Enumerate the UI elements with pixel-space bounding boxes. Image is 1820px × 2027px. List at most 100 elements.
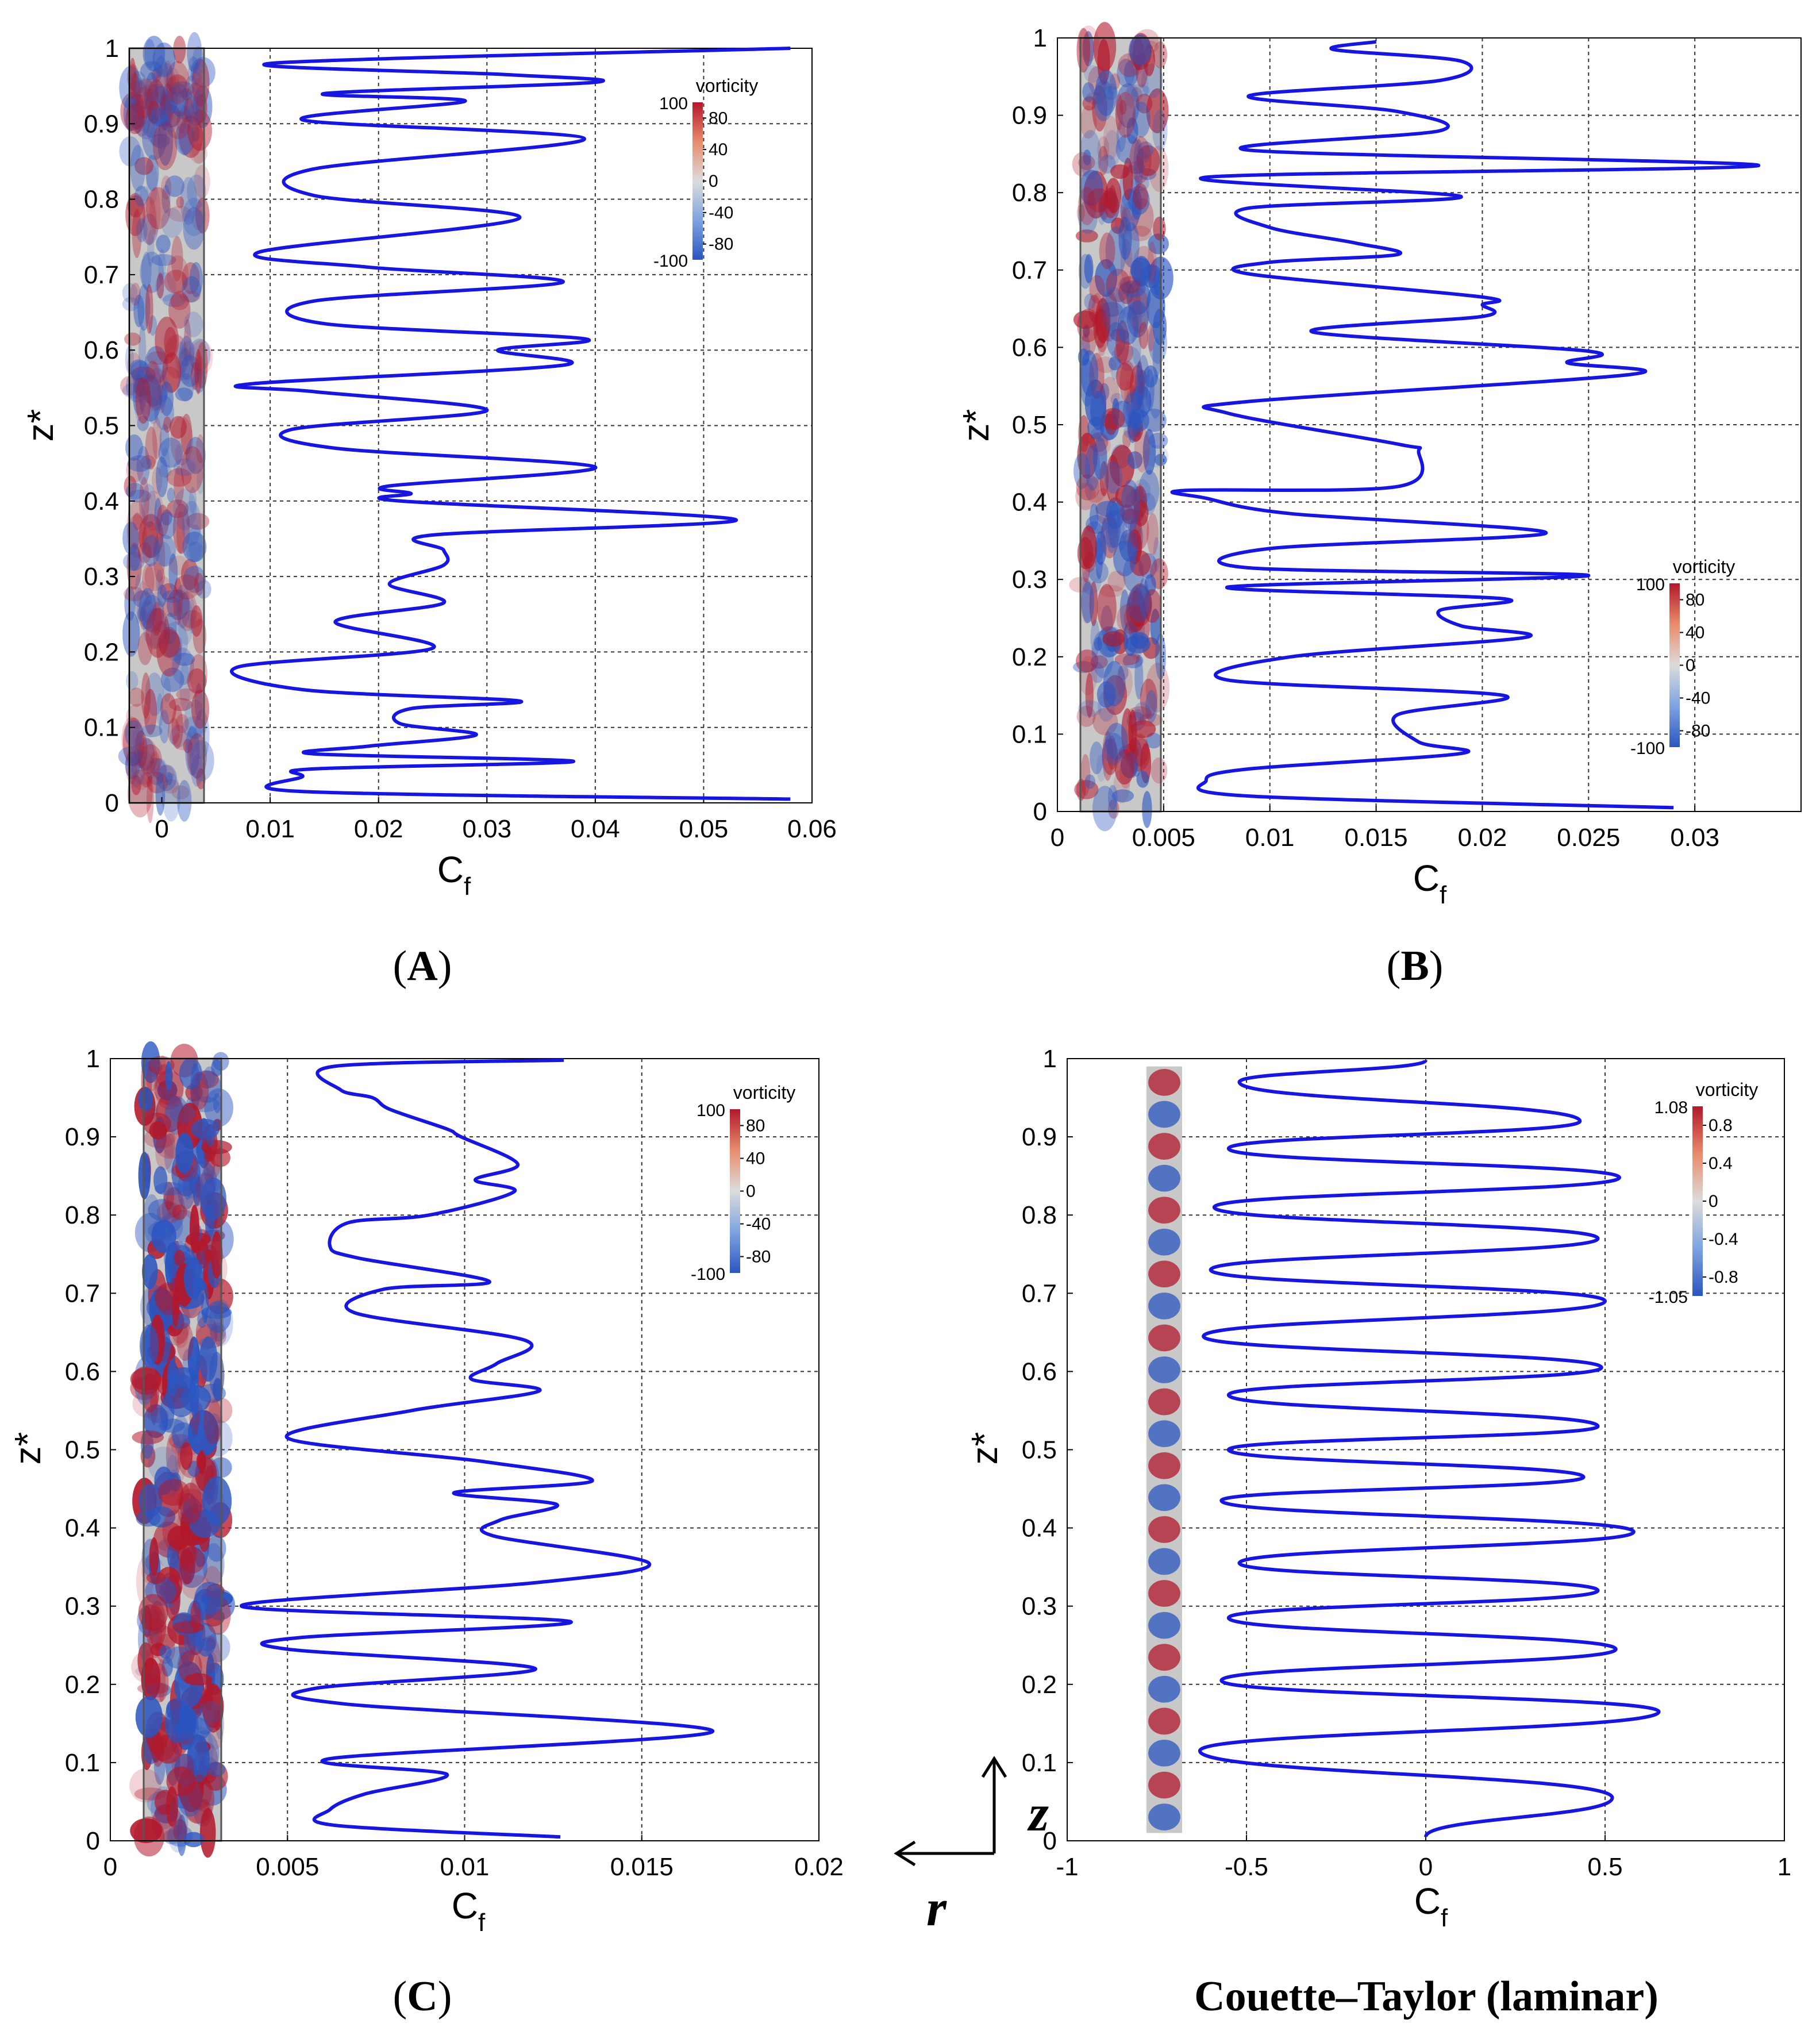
vorticity-blob bbox=[1092, 437, 1107, 480]
vorticity-blob bbox=[137, 632, 153, 666]
vorticity-blob bbox=[157, 576, 171, 598]
vorticity-blob bbox=[1095, 309, 1110, 353]
vorticity-blob bbox=[194, 1648, 217, 1675]
vorticity-blob bbox=[182, 1177, 202, 1199]
x-axis-label: Cf bbox=[437, 849, 471, 901]
vorticity-blob bbox=[188, 56, 199, 72]
y-tick-label: 0.9 bbox=[84, 110, 119, 138]
colorbar-tick-label: 0.4 bbox=[1709, 1154, 1733, 1173]
vorticity-blob bbox=[157, 584, 167, 607]
vorticity-blob bbox=[1123, 425, 1137, 439]
axes-direction-indicator: z r bbox=[894, 1756, 1049, 1937]
vorticity-blob bbox=[137, 542, 152, 564]
vorticity-blob bbox=[198, 1701, 224, 1724]
panel-caption: (A) bbox=[393, 943, 452, 990]
vorticity-blob bbox=[201, 1306, 232, 1319]
vorticity-blob bbox=[129, 71, 147, 94]
vorticity-blob bbox=[1089, 275, 1105, 303]
vorticity-blob bbox=[1130, 632, 1149, 649]
vorticity-blob bbox=[1091, 293, 1103, 336]
cf-curve bbox=[230, 47, 791, 801]
vorticity-blob bbox=[170, 293, 189, 310]
y-axis-label: z* bbox=[955, 409, 996, 442]
panel-caption: Couette–Taylor (laminar) bbox=[1194, 1973, 1659, 2020]
colorbar-tick-label: -80 bbox=[746, 1248, 771, 1267]
vorticity-blob bbox=[178, 115, 203, 158]
vorticity-blob bbox=[145, 361, 164, 412]
y-tick-label: 0.5 bbox=[84, 412, 119, 440]
vorticity-blob bbox=[135, 113, 157, 140]
vorticity-blob bbox=[141, 483, 157, 528]
vorticity-blob bbox=[1080, 568, 1102, 595]
vorticity-blob bbox=[167, 589, 190, 620]
vorticity-blob bbox=[118, 746, 143, 766]
vorticity-blob bbox=[182, 197, 206, 237]
vorticity-blob bbox=[1123, 605, 1145, 633]
vorticity-blob bbox=[1133, 183, 1149, 210]
y-tick-label: 0.2 bbox=[1022, 1671, 1057, 1699]
vorticity-blob bbox=[157, 374, 167, 414]
vorticity-blob bbox=[146, 1572, 166, 1584]
vorticity-blob bbox=[164, 1707, 197, 1742]
vorticity-blob bbox=[206, 1636, 216, 1650]
vorticity-blob bbox=[127, 455, 152, 472]
vorticity-blob bbox=[1109, 184, 1117, 213]
vorticity-blob bbox=[167, 74, 187, 95]
vorticity-blob bbox=[168, 718, 180, 745]
vorticity-blob bbox=[191, 362, 199, 390]
vorticity-blob bbox=[1110, 164, 1130, 179]
vorticity-blob bbox=[138, 1087, 153, 1111]
vorticity-blob bbox=[154, 395, 175, 430]
vorticity-blob bbox=[1143, 589, 1162, 623]
vorticity-blob bbox=[141, 672, 151, 719]
vorticity-blob bbox=[1146, 88, 1169, 133]
vorticity-blob bbox=[1121, 280, 1146, 298]
vorticity-blob bbox=[144, 1128, 176, 1149]
vorticity-blob bbox=[164, 270, 188, 294]
y-tick-label: 0.9 bbox=[1022, 1123, 1057, 1151]
vorticity-blob bbox=[188, 339, 211, 371]
vorticity-blob bbox=[134, 78, 158, 109]
vorticity-blob bbox=[183, 319, 191, 367]
vorticity-blob bbox=[180, 446, 204, 493]
vorticity-blob bbox=[1137, 141, 1153, 159]
vorticity-blob bbox=[198, 1799, 210, 1812]
vorticity-blob bbox=[130, 360, 151, 384]
vorticity-blob bbox=[137, 607, 146, 621]
vorticity-blob bbox=[151, 1731, 164, 1767]
vorticity-blob bbox=[172, 503, 190, 554]
vorticity-blob bbox=[154, 765, 175, 783]
vorticity-blob bbox=[130, 1818, 163, 1844]
vorticity-blob bbox=[1115, 484, 1138, 508]
taylor-vortex-cell bbox=[1148, 1164, 1180, 1192]
vorticity-blob bbox=[1073, 310, 1098, 329]
vorticity-blob bbox=[194, 683, 203, 721]
vorticity-blob bbox=[1134, 702, 1151, 721]
y-tick-label: 0.7 bbox=[1022, 1279, 1057, 1307]
vorticity-blob bbox=[187, 668, 207, 694]
vorticity-blob bbox=[167, 499, 189, 518]
vorticity-blob bbox=[142, 521, 159, 558]
vorticity-blob bbox=[187, 110, 212, 151]
vorticity-blob bbox=[137, 363, 146, 398]
colorbar-gradient bbox=[1692, 1106, 1703, 1296]
x-tick-labels: 0 0.005 0.01 0.015 0.02 bbox=[103, 1835, 844, 1881]
vorticity-blob bbox=[1104, 289, 1118, 337]
taylor-vortex-cell bbox=[1148, 1133, 1180, 1160]
y-tick-label: 0.4 bbox=[1022, 1514, 1057, 1543]
vorticity-blob bbox=[146, 1682, 171, 1698]
vorticity-blob bbox=[1102, 631, 1125, 647]
vorticity-blob bbox=[1128, 186, 1150, 215]
vorticity-blob bbox=[163, 677, 171, 703]
vorticity-blob bbox=[163, 1182, 175, 1210]
y-tick-label: 1 bbox=[1033, 24, 1047, 52]
vorticity-blob bbox=[142, 373, 154, 386]
taylor-vortex-cell bbox=[1148, 1324, 1180, 1352]
vorticity-blob bbox=[1084, 476, 1106, 503]
colorbar-tick-label: 0 bbox=[709, 172, 718, 191]
vorticity-blob bbox=[126, 514, 148, 558]
vorticity-blob bbox=[163, 621, 188, 661]
vorticity-blob bbox=[166, 1187, 183, 1218]
vorticity-blob bbox=[157, 1479, 190, 1506]
vorticity-blob bbox=[161, 99, 179, 133]
